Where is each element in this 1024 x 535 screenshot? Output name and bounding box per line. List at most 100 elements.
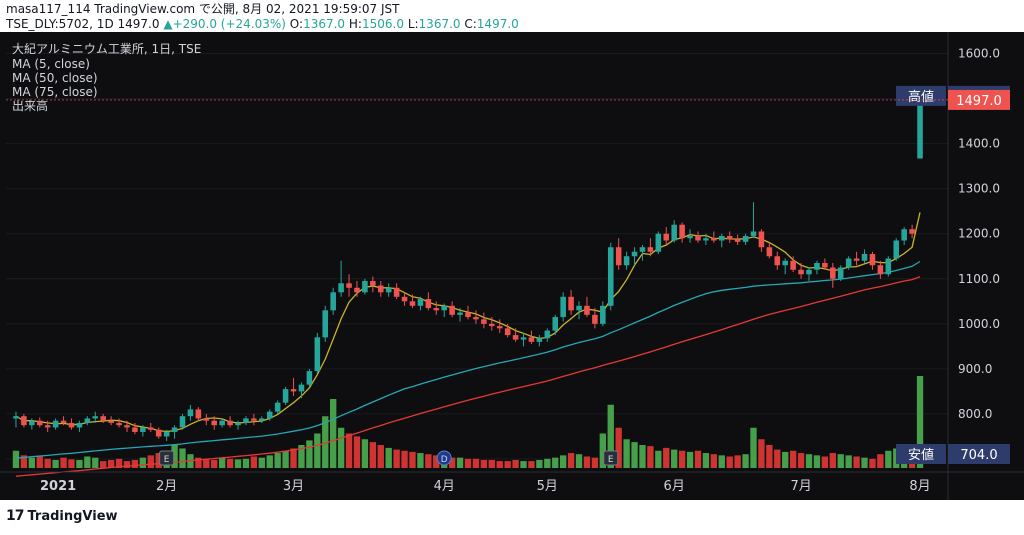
last-price-tag [948, 89, 1010, 110]
candle-body [481, 319, 487, 324]
legend: 大紀アルミニウム工業所, 1日, TSE MA (5, close) MA (5… [12, 42, 201, 113]
volume-bar [647, 446, 654, 468]
change-arrow-icon: ▲ [163, 17, 173, 31]
candle-body [163, 431, 170, 437]
candle-body [679, 224, 685, 239]
candle-body [560, 296, 566, 318]
volume-bars [12, 376, 924, 468]
time-tick-label: 2月 [156, 479, 177, 494]
volume-bar [68, 459, 75, 468]
volume-bar [242, 458, 250, 468]
candle-body [901, 229, 907, 241]
candle-body [663, 233, 670, 241]
publish-info: masa117_114 TradingView.com で公開, 8月 02, … [6, 2, 400, 16]
time-axis[interactable]: 2021 2月 3月 4月 5月 6月 7月 8月 [0, 471, 1024, 494]
volume-bar [710, 454, 718, 468]
volume-bar [179, 448, 186, 468]
volume-bar [472, 458, 480, 468]
candle-body [703, 238, 709, 241]
candle-body [377, 285, 384, 293]
earnings-marker-icon [159, 450, 175, 466]
high-name-text: 高値 [908, 89, 934, 105]
volume-bar [671, 449, 678, 468]
volume-bar [92, 457, 99, 468]
volume-bar [274, 453, 281, 468]
candle-body [227, 420, 233, 426]
marker-label: E [164, 455, 170, 465]
time-tick-label: 3月 [283, 479, 304, 494]
volume-bar [607, 404, 614, 468]
volume-bar [512, 459, 519, 468]
volume-bar [226, 458, 234, 468]
volume-bar [76, 459, 83, 468]
candle-body [322, 310, 329, 338]
volume-bar [115, 458, 123, 468]
candle-body [489, 323, 495, 327]
volume-bar [837, 454, 844, 468]
volume-bar [409, 451, 416, 468]
time-tick-label: 8月 [909, 479, 930, 494]
candle-body [869, 254, 876, 266]
candle-body [623, 256, 630, 266]
volume-bar [282, 450, 289, 468]
candle-body [671, 224, 677, 241]
candle-body [655, 233, 662, 252]
candle-body [171, 427, 178, 432]
chart-area[interactable]: 1600.01500.01400.01300.01200.01100.01000… [0, 32, 1024, 500]
volume-bar [218, 457, 226, 468]
footer-brand: 17 TradingView [6, 508, 118, 524]
candle-body [235, 422, 241, 426]
candle-body [13, 416, 19, 419]
candle-body [100, 416, 106, 421]
volume-bar [575, 454, 583, 468]
volume-bar [448, 457, 456, 468]
ma5-line [15, 212, 921, 433]
candle-body [504, 328, 511, 336]
candle-body [433, 308, 440, 311]
time-tick-label: 6月 [664, 479, 685, 494]
volume-bar [322, 416, 329, 468]
candle-body [21, 416, 27, 426]
open-value: 1367.0 [303, 17, 346, 31]
candle-body [845, 258, 852, 268]
volume-bar [107, 459, 115, 468]
volume-bar [845, 455, 852, 468]
low-value-text: 704.0 [960, 448, 997, 463]
candle-body [837, 267, 844, 279]
volume-bar [417, 453, 424, 468]
volume-bar [480, 459, 488, 468]
volume-bar [742, 454, 749, 468]
volume-bar [203, 458, 210, 468]
volume-bar [195, 457, 202, 468]
volume-bar [853, 456, 860, 468]
candle-body [362, 281, 368, 293]
candle-body [76, 422, 83, 428]
candles[interactable] [13, 95, 923, 441]
candlestick-chart[interactable]: 1600.01500.01400.01300.01200.01100.01000… [0, 32, 1024, 500]
volume-bar [44, 458, 51, 468]
candle-body [552, 317, 559, 331]
candle-body [219, 420, 225, 426]
candle-body [187, 409, 194, 417]
volume-bar [782, 451, 789, 468]
candle-body [203, 418, 210, 421]
candle-body [473, 317, 479, 320]
ma50-line [15, 260, 921, 459]
high-name-tag [896, 85, 946, 106]
price-tick-label: 1600.0 [958, 47, 1000, 61]
tradingview-logo-icon: 17 [6, 508, 25, 524]
high-value: 1506.0 [361, 17, 404, 31]
candle-body [314, 337, 321, 372]
volume-bar [28, 457, 35, 468]
candle-body [116, 422, 122, 426]
volume-bar [314, 433, 321, 468]
volume-bar [330, 399, 337, 468]
price-axis[interactable]: 1600.01500.01400.01300.01200.01100.01000… [947, 32, 1000, 500]
volume-bar [694, 450, 702, 468]
candle-body [243, 418, 249, 423]
candle-body [338, 283, 344, 293]
candle-body [790, 260, 796, 270]
candle-body [600, 305, 606, 324]
candle-body [885, 258, 892, 275]
volume-bar [464, 458, 472, 468]
